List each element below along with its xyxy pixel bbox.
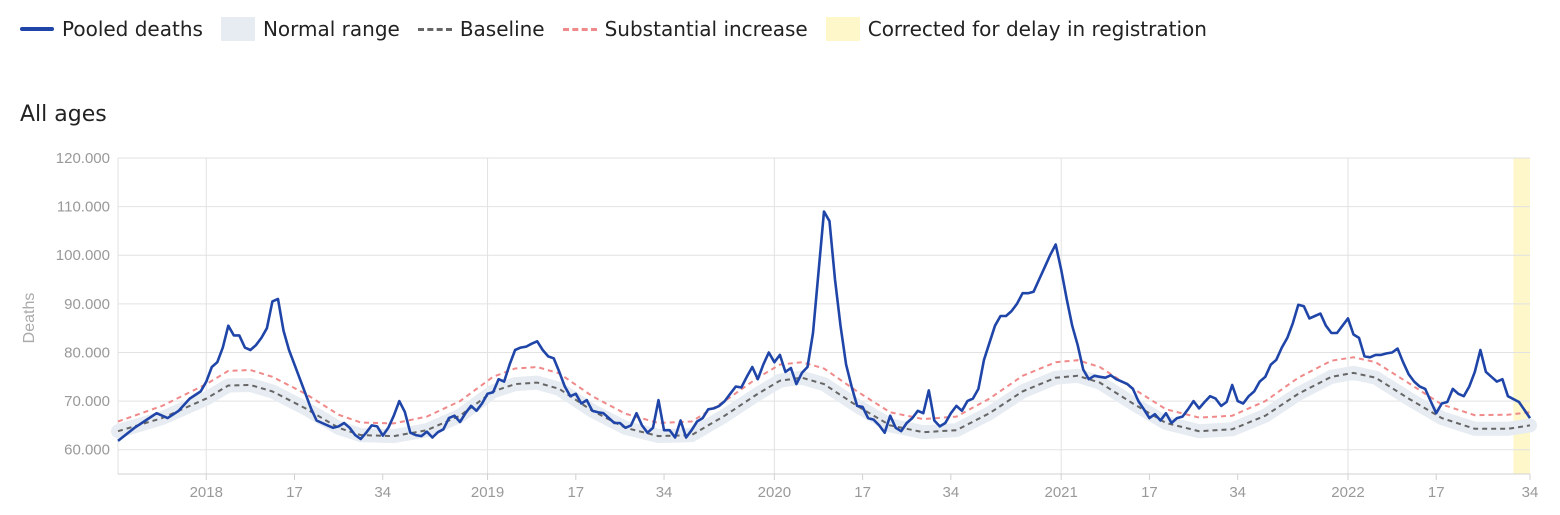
legend-pooled-deaths[interactable]: Pooled deaths bbox=[20, 17, 203, 41]
legend-normal-range-label: Normal range bbox=[262, 17, 400, 41]
x-tick-label: 2022 bbox=[1331, 484, 1364, 501]
chart-title: All ages bbox=[20, 102, 107, 127]
x-tick-label: 17 bbox=[567, 484, 584, 501]
legend-substantial-increase-label: Substantial increase bbox=[604, 17, 808, 41]
legend-baseline-swatch bbox=[417, 27, 452, 31]
y-tick-label: 100.000 bbox=[56, 247, 110, 264]
legend-pooled-deaths-label: Pooled deaths bbox=[62, 17, 203, 41]
grid-layer bbox=[117, 157, 1530, 474]
legend-corrected-delay-swatch bbox=[825, 17, 860, 41]
x-tick-label: 2021 bbox=[1044, 484, 1077, 501]
legend-pooled-deaths-swatch bbox=[20, 27, 54, 31]
legend-corrected-delay[interactable]: Corrected for delay in registration bbox=[825, 17, 1207, 41]
axis-layer: 60.000 70.000 80.000 90.000 100.000 110.000 12… bbox=[56, 150, 1539, 501]
legend-baseline[interactable]: Baseline bbox=[417, 17, 545, 41]
legend-normal-range-swatch bbox=[220, 17, 255, 41]
legend-baseline-label: Baseline bbox=[459, 17, 545, 41]
x-tick-label: 2018 bbox=[190, 484, 223, 501]
legend: Pooled deaths Normal range Baseline Substan… bbox=[20, 14, 1225, 44]
legend-corrected-delay-label: Corrected for delay in registration bbox=[867, 17, 1207, 41]
legend-substantial-increase-swatch bbox=[562, 27, 597, 31]
x-tick-label: 34 bbox=[1229, 484, 1246, 501]
series-pooled-deaths bbox=[117, 210, 1532, 442]
y-tick-label: 120.000 bbox=[56, 150, 110, 167]
x-tick-label: 17 bbox=[286, 484, 303, 501]
y-tick-label: 70.000 bbox=[64, 393, 110, 410]
x-tick-label: 34 bbox=[1522, 484, 1539, 501]
x-tick-label: 17 bbox=[1428, 484, 1445, 501]
legend-normal-range[interactable]: Normal range bbox=[220, 17, 400, 41]
y-tick-label: 110.000 bbox=[57, 199, 110, 216]
y-tick-label: 80.000 bbox=[64, 344, 110, 361]
y-axis-label: Deaths bbox=[21, 293, 38, 344]
x-tick-label: 17 bbox=[1141, 484, 1158, 501]
series-baseline bbox=[117, 371, 1531, 438]
series-substantial-increase bbox=[117, 356, 1531, 425]
y-tick-label: 60.000 bbox=[64, 442, 110, 459]
lines-layer bbox=[117, 210, 1532, 442]
x-tick-label: 2020 bbox=[758, 484, 791, 501]
legend-substantial-increase[interactable]: Substantial increase bbox=[562, 17, 808, 41]
correction-band bbox=[1513, 158, 1530, 474]
y-tick-label: 90.000 bbox=[64, 296, 110, 313]
ylabel-layer: Deaths bbox=[21, 293, 38, 344]
x-tick-label: 34 bbox=[374, 484, 391, 501]
correction-layer bbox=[1513, 158, 1530, 474]
x-tick-label: 34 bbox=[943, 484, 960, 501]
x-tick-label: 17 bbox=[854, 484, 871, 501]
x-tick-label: 34 bbox=[656, 484, 673, 501]
x-tick-label: 2019 bbox=[471, 484, 504, 501]
